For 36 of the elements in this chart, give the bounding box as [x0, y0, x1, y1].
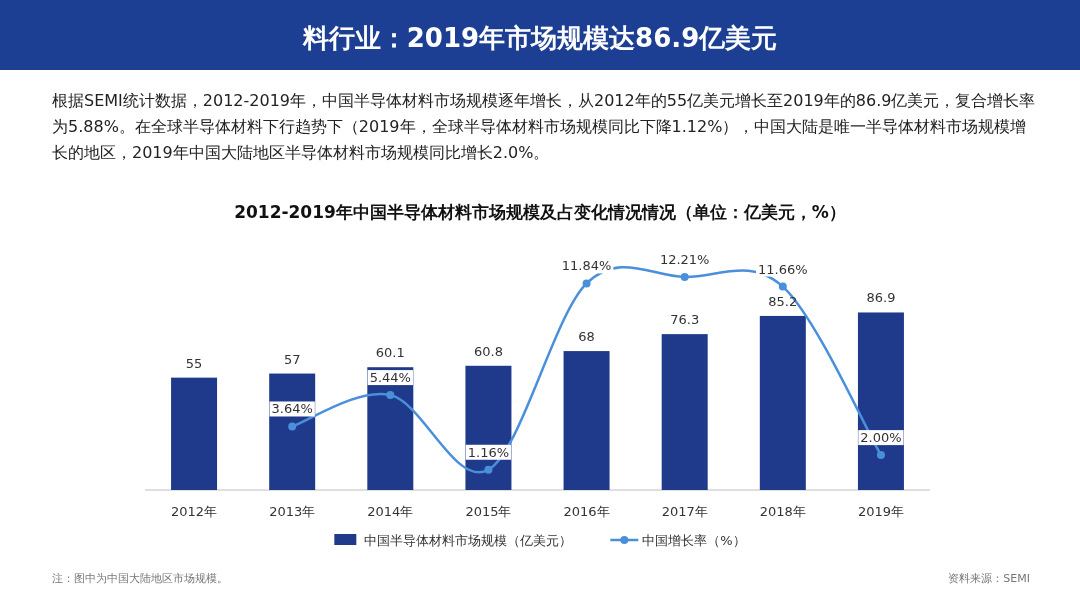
text: 根据SEMI统计数据，2012-2019年，中国半导体材料市场规模逐年增长，从2012年的55亿美元增长至2019年的86.9亿美元，复合增长率为5.88%。在全球半导体材料下行趋势下（2019年，全球半导体材料市场规模同比下降1.12%），中国大陆是唯一半导体材料市场规模增长的地区，2019年中国大陆地区半导体材料市场规模同比增长2.0%。 — [52, 90, 1037, 164]
data-label: 12.21% — [659, 251, 710, 267]
data-label: 11.66% — [758, 261, 808, 277]
x-tick-label: 2014年 — [367, 504, 414, 519]
data-label: 85.2 — [768, 293, 798, 309]
data-label: 11.84% — [561, 258, 612, 274]
legend-label: 中国半导体材料市场规模（亿美元） — [364, 533, 573, 548]
x-tick-label: 2015年 — [465, 504, 512, 519]
bar — [661, 334, 708, 490]
x-tick-label: 2013年 — [269, 504, 316, 519]
bar — [759, 315, 806, 490]
data-label: 55 — [185, 355, 203, 371]
data-label: 5.44% — [369, 370, 411, 386]
legend-label: 中国增长率（%） — [642, 533, 746, 548]
data-label: 3.64% — [271, 401, 313, 417]
x-tick-label: 2019年 — [857, 504, 904, 519]
chart-title: 料行业：2019年市场规模达86.9亿美元 — [301, 23, 778, 53]
x-tick-label: 2012年 — [171, 504, 218, 519]
data-label: 86.9 — [866, 290, 896, 306]
chart-subtitle: 2012-2019年中国半导体材料市场规模及占变化情况情况（单位：亿美元，%） — [234, 202, 846, 222]
x-tick-label: 2016年 — [563, 504, 610, 519]
bar — [563, 351, 610, 490]
text: 资料来源：SEMI — [948, 572, 1030, 585]
x-tick-label: 2018年 — [759, 504, 806, 519]
data-label: 60.1 — [375, 345, 405, 361]
x-tick-label: 2017年 — [661, 504, 708, 519]
data-label: 57 — [283, 351, 301, 367]
text: 注：图中为中国大陆地区市场规模。 — [52, 572, 228, 585]
data-label: 2.00% — [860, 430, 902, 446]
bar — [171, 377, 218, 490]
data-label: 76.3 — [670, 312, 700, 328]
bar — [857, 312, 904, 490]
data-label: 68 — [578, 329, 595, 345]
data-label: 60.8 — [473, 343, 503, 359]
data-label: 1.16% — [467, 444, 510, 460]
bar — [465, 365, 512, 490]
